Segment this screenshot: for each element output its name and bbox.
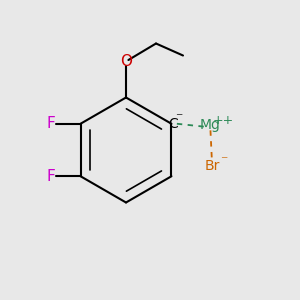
Text: C: C — [168, 117, 178, 131]
Text: Br: Br — [204, 159, 220, 173]
Text: Mg: Mg — [200, 118, 221, 132]
Text: ++: ++ — [212, 114, 234, 127]
Text: F: F — [46, 169, 55, 184]
Text: ⁻: ⁻ — [220, 154, 227, 168]
Text: ⁻: ⁻ — [175, 111, 183, 125]
Text: F: F — [46, 116, 55, 131]
Text: O: O — [120, 54, 132, 69]
